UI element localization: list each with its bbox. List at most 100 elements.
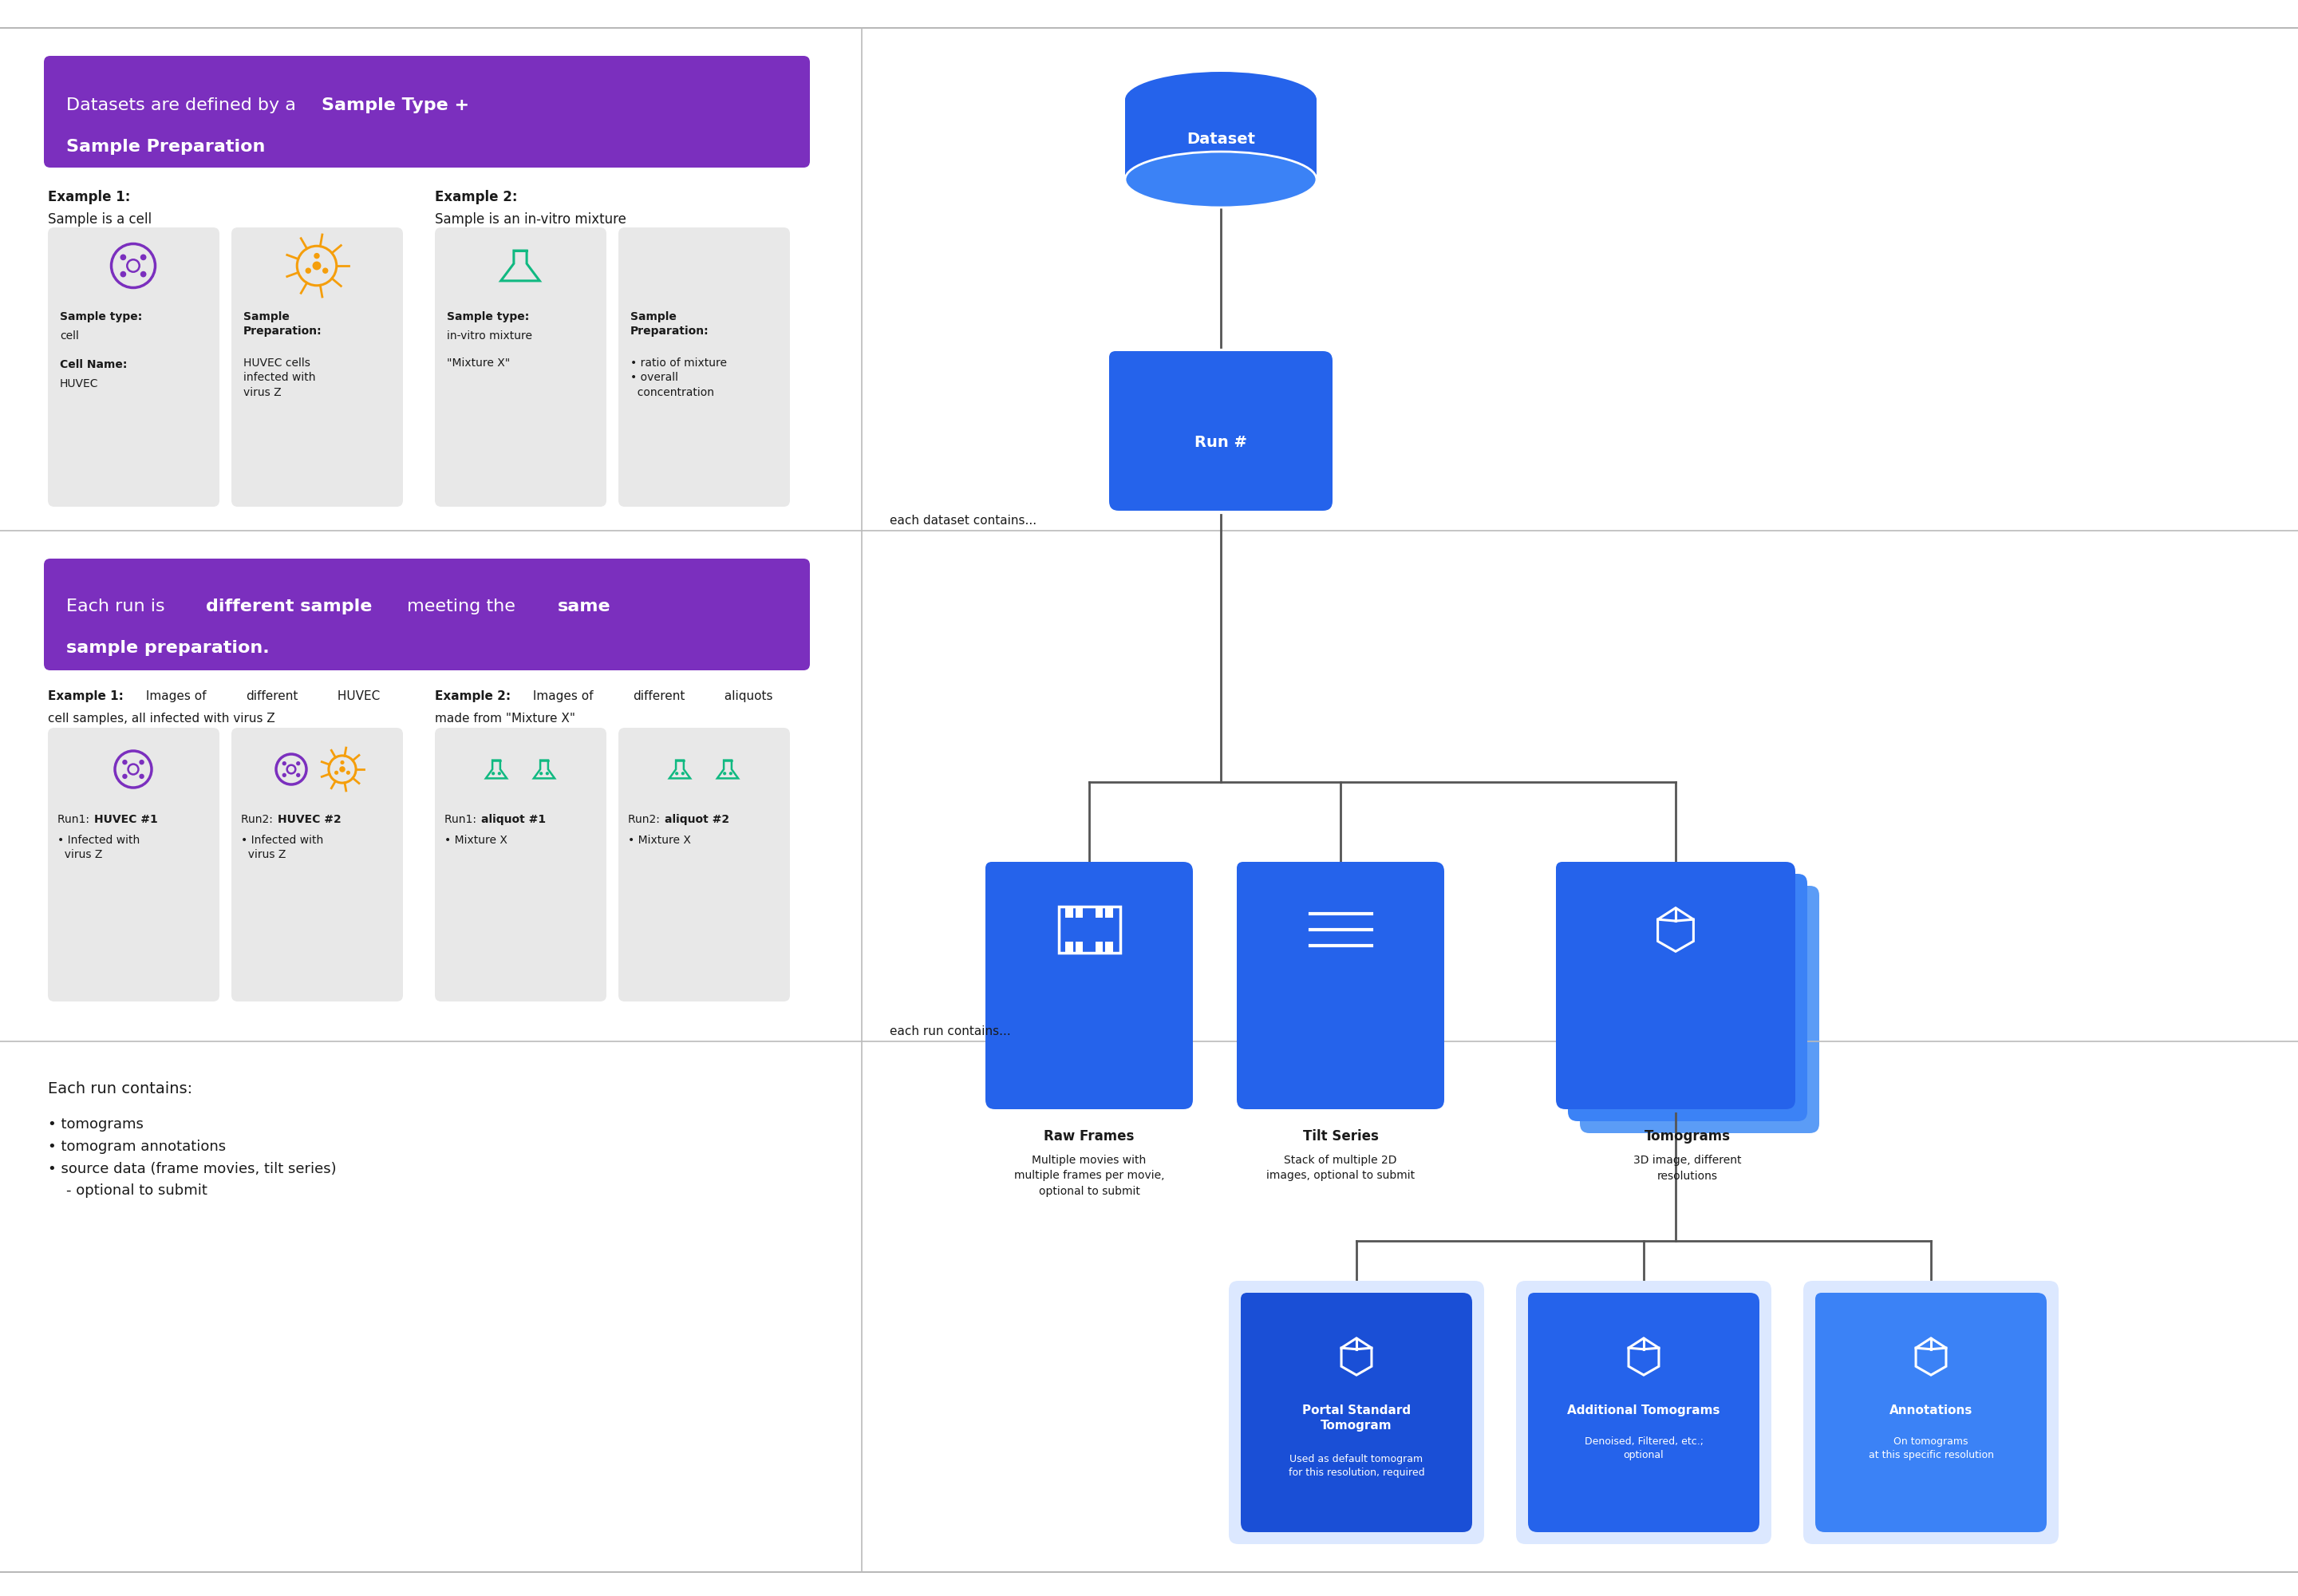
Circle shape <box>347 771 349 774</box>
Text: Example 2:: Example 2: <box>434 689 510 702</box>
FancyBboxPatch shape <box>1236 862 1314 884</box>
Circle shape <box>313 262 322 270</box>
Circle shape <box>315 252 319 259</box>
Circle shape <box>283 772 287 777</box>
FancyBboxPatch shape <box>1528 1293 1760 1532</box>
FancyBboxPatch shape <box>1241 1293 1328 1315</box>
FancyBboxPatch shape <box>44 559 809 670</box>
FancyBboxPatch shape <box>1556 862 1648 884</box>
Text: cell: cell <box>60 330 78 342</box>
Text: cell samples, all infected with virus Z: cell samples, all infected with virus Z <box>48 712 276 725</box>
Circle shape <box>306 268 310 273</box>
FancyBboxPatch shape <box>48 728 218 1002</box>
FancyBboxPatch shape <box>618 728 791 1002</box>
Text: On tomograms
at this specific resolution: On tomograms at this specific resolution <box>1868 1436 1995 1460</box>
FancyBboxPatch shape <box>1241 1293 1473 1532</box>
Circle shape <box>333 771 338 774</box>
Circle shape <box>140 271 147 278</box>
Text: Sample type:: Sample type: <box>446 311 529 322</box>
Bar <box>1096 907 1103 918</box>
Text: same: same <box>558 598 611 614</box>
Circle shape <box>296 761 301 766</box>
Bar <box>1059 907 1119 953</box>
FancyBboxPatch shape <box>1567 875 1806 1120</box>
Circle shape <box>122 760 126 764</box>
Text: Used as default tomogram
for this resolution, required: Used as default tomogram for this resolu… <box>1289 1454 1425 1478</box>
Text: • Infected with
  virus Z: • Infected with virus Z <box>241 835 324 860</box>
Circle shape <box>283 761 287 766</box>
Text: Annotations: Annotations <box>1889 1404 1972 1417</box>
Circle shape <box>340 766 345 772</box>
FancyBboxPatch shape <box>1815 1293 2048 1532</box>
Text: Images of: Images of <box>142 689 209 702</box>
Text: aliquot #1: aliquot #1 <box>480 814 547 825</box>
Bar <box>1105 907 1112 918</box>
Circle shape <box>545 772 549 776</box>
FancyBboxPatch shape <box>986 862 1193 1109</box>
FancyBboxPatch shape <box>232 728 402 1002</box>
Text: in-vitro mixture: in-vitro mixture <box>446 330 533 342</box>
Text: Sample
Preparation:: Sample Preparation: <box>630 311 710 337</box>
FancyBboxPatch shape <box>986 862 1064 884</box>
FancyBboxPatch shape <box>1110 351 1193 373</box>
Circle shape <box>119 254 126 260</box>
Text: Sample type:: Sample type: <box>60 311 142 322</box>
Text: Datasets are defined by a: Datasets are defined by a <box>67 97 301 113</box>
Ellipse shape <box>1126 72 1317 128</box>
Ellipse shape <box>1126 152 1317 207</box>
Circle shape <box>322 268 329 273</box>
Text: HUVEC: HUVEC <box>333 689 379 702</box>
FancyBboxPatch shape <box>1815 1293 1903 1315</box>
Text: Run #: Run # <box>1195 436 1248 450</box>
Text: different sample: different sample <box>207 598 372 614</box>
Text: different: different <box>632 689 685 702</box>
Text: made from "Mixture X": made from "Mixture X" <box>434 712 574 725</box>
Text: Dataset: Dataset <box>1186 132 1255 147</box>
Circle shape <box>540 772 542 776</box>
Text: Tilt Series: Tilt Series <box>1303 1130 1379 1143</box>
FancyBboxPatch shape <box>1804 1280 2059 1545</box>
Text: Run2:: Run2: <box>627 814 664 825</box>
Circle shape <box>140 774 145 779</box>
Circle shape <box>499 772 501 776</box>
Text: Each run is: Each run is <box>67 598 170 614</box>
FancyBboxPatch shape <box>232 227 402 508</box>
Text: sample preparation.: sample preparation. <box>67 640 269 656</box>
Text: HUVEC cells
infected with
virus Z: HUVEC cells infected with virus Z <box>244 358 315 397</box>
Text: Sample is a cell: Sample is a cell <box>48 212 152 227</box>
Text: Sample Type +: Sample Type + <box>322 97 469 113</box>
Circle shape <box>680 772 685 776</box>
Circle shape <box>119 271 126 278</box>
Text: Run1:: Run1: <box>57 814 92 825</box>
FancyBboxPatch shape <box>1581 886 1671 908</box>
Circle shape <box>340 760 345 764</box>
Circle shape <box>728 772 733 776</box>
Text: HUVEC #2: HUVEC #2 <box>278 814 342 825</box>
Text: Raw Frames: Raw Frames <box>1043 1130 1135 1143</box>
Text: Denoised, Filtered, etc.;
optional: Denoised, Filtered, etc.; optional <box>1583 1436 1703 1460</box>
FancyBboxPatch shape <box>1229 1280 1485 1545</box>
Text: each run contains...: each run contains... <box>889 1026 1011 1037</box>
FancyBboxPatch shape <box>1556 862 1795 1109</box>
Text: HUVEC: HUVEC <box>60 378 99 389</box>
FancyBboxPatch shape <box>1517 1280 1772 1545</box>
Text: • ratio of mixture
• overall
  concentration: • ratio of mixture • overall concentrati… <box>630 358 726 397</box>
FancyBboxPatch shape <box>1581 886 1820 1133</box>
Text: • Mixture X: • Mixture X <box>444 835 508 846</box>
FancyBboxPatch shape <box>434 728 607 1002</box>
Text: • tomograms
• tomogram annotations
• source data (frame movies, tilt series)
   : • tomograms • tomogram annotations • sou… <box>48 1117 336 1199</box>
Text: aliquots: aliquots <box>722 689 772 702</box>
Text: • Mixture X: • Mixture X <box>627 835 692 846</box>
Text: aliquot #2: aliquot #2 <box>664 814 728 825</box>
Circle shape <box>140 760 145 764</box>
FancyBboxPatch shape <box>48 227 218 508</box>
Bar <box>1096 942 1103 953</box>
Text: Example 1:: Example 1: <box>48 190 131 204</box>
FancyBboxPatch shape <box>1110 351 1333 511</box>
Text: Images of: Images of <box>529 689 597 702</box>
Text: Tomograms: Tomograms <box>1645 1130 1730 1143</box>
FancyBboxPatch shape <box>434 227 607 508</box>
Bar <box>1075 942 1082 953</box>
FancyBboxPatch shape <box>618 227 791 508</box>
Circle shape <box>492 772 494 776</box>
